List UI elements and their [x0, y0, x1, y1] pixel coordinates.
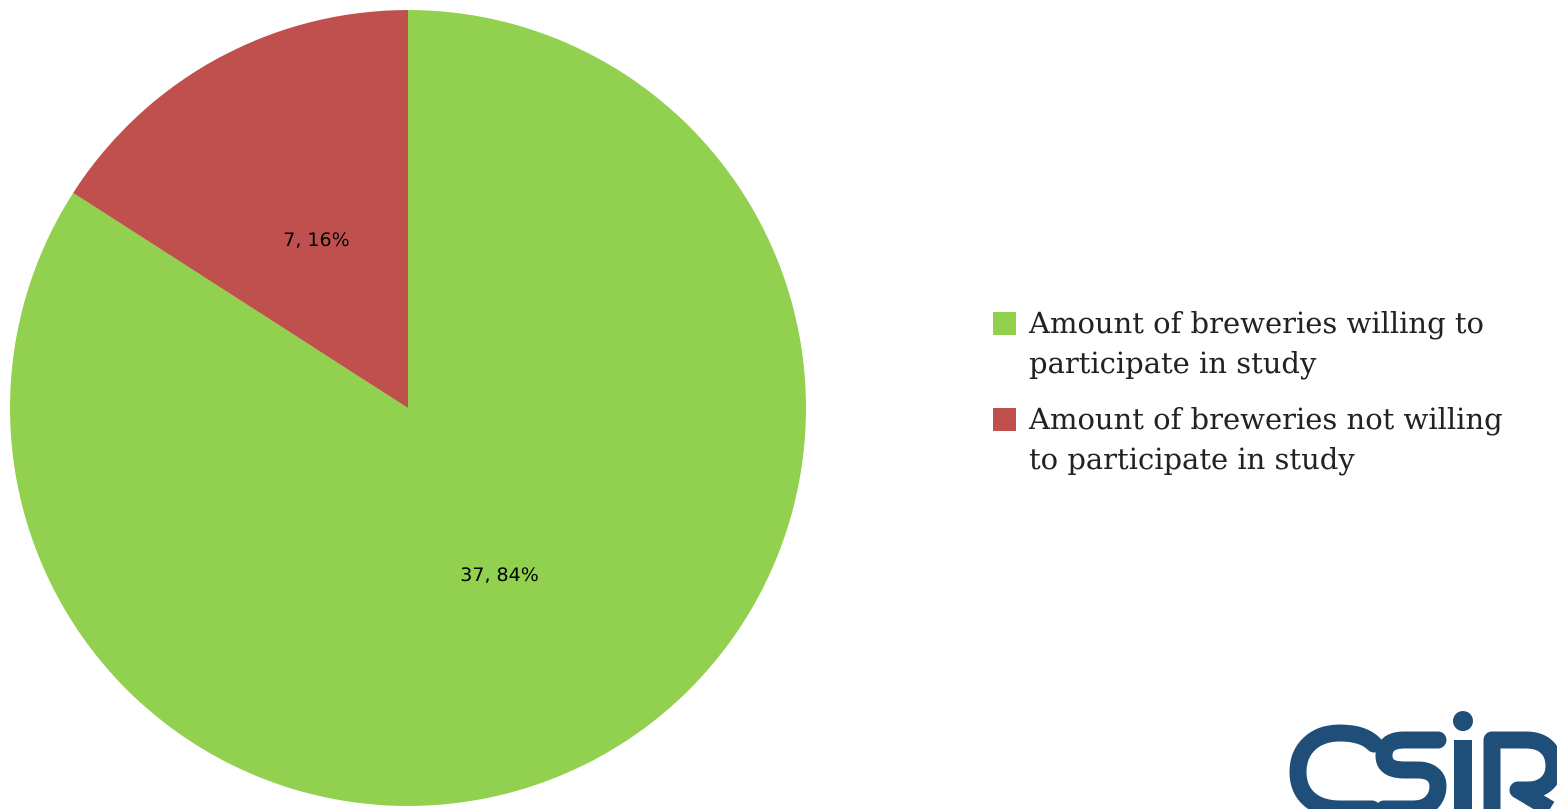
csir-logo-mark — [1289, 711, 1557, 809]
legend: Amount of breweries willing to participa… — [993, 303, 1533, 495]
csir-logo — [1289, 711, 1557, 809]
legend-swatch-willing — [993, 312, 1016, 335]
data-label-not-willing: 7, 16% — [283, 229, 349, 251]
pie-slices — [9, 10, 806, 806]
legend-label-not-willing: Amount of breweries not willing to parti… — [1029, 402, 1503, 476]
legend-item-not-willing: Amount of breweries not willing to parti… — [993, 399, 1533, 479]
pie-slice-willing — [9, 10, 806, 806]
pie-data-labels: 37, 84% 7, 16% — [283, 229, 539, 586]
legend-item-willing: Amount of breweries willing to participa… — [993, 303, 1533, 383]
legend-swatch-not-willing — [993, 408, 1016, 431]
pie-slice-not-willing — [73, 10, 408, 408]
data-label-willing: 37, 84% — [460, 564, 539, 586]
legend-label-willing: Amount of breweries willing to participa… — [1029, 306, 1485, 380]
